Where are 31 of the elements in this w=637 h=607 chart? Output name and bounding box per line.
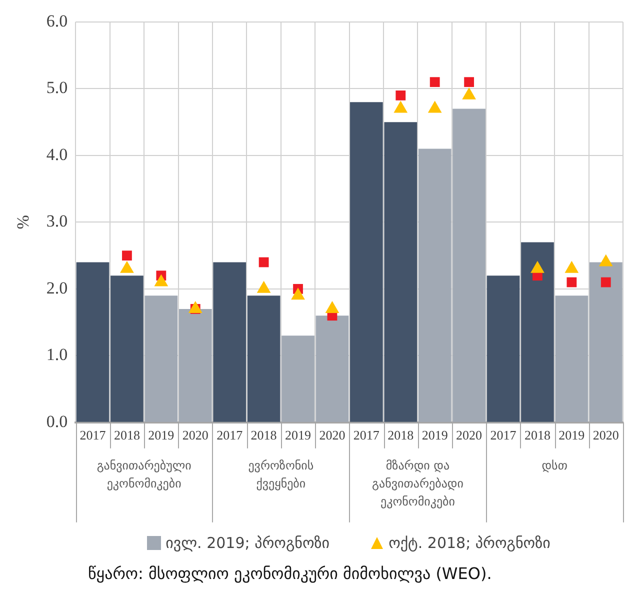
x-tick-label: 2017 — [80, 428, 106, 443]
x-tick-label: 2019 — [285, 428, 312, 443]
x-tick-label: 2017 — [353, 428, 380, 443]
x-tick-label: 2019 — [422, 428, 448, 443]
x-tick-label: 2019 — [148, 428, 174, 443]
text: წყარო: მსოფლიო ეკონომიკური მიმოხილვა (WEO). — [87, 564, 493, 583]
legend-label: ივლ. 2019; პროგნოზი — [166, 534, 330, 552]
legend-label: ოქტ. 2018; პროგნოზი — [388, 534, 550, 552]
x-tick-label: 2017 — [216, 428, 244, 443]
y-tick-label: 3.0 — [46, 212, 68, 231]
text: მზარდი და განვითარებადი ეკონომიკები — [372, 458, 464, 509]
text: დსთ — [542, 458, 568, 473]
x-tick-label: 2020 — [182, 428, 208, 443]
y-axis-title: % — [14, 215, 33, 230]
y-tick-label: 4.0 — [46, 144, 68, 164]
y-tick-label: 0.0 — [46, 412, 68, 431]
x-tick-label: 2018 — [114, 428, 140, 443]
x-tick-label: 2019 — [558, 428, 585, 443]
y-tick-label: 1.0 — [46, 345, 68, 364]
text: ევროზონის ქვეყნები — [248, 458, 314, 491]
y-tick-label: 5.0 — [46, 78, 68, 98]
x-tick-label: 2020 — [319, 428, 346, 443]
x-tick-label: 2017 — [490, 428, 517, 443]
x-tick-label: 2020 — [592, 428, 619, 443]
x-tick-label: 2018 — [524, 428, 550, 443]
x-tick-label: 2020 — [456, 428, 482, 443]
text: განვითარებული ეკონომიკები — [96, 458, 192, 491]
y-tick-label: 2.0 — [46, 278, 68, 298]
x-tick-label: 2018 — [388, 428, 414, 443]
y-tick-label: 6.0 — [46, 11, 68, 30]
x-tick-label: 2018 — [250, 428, 277, 443]
